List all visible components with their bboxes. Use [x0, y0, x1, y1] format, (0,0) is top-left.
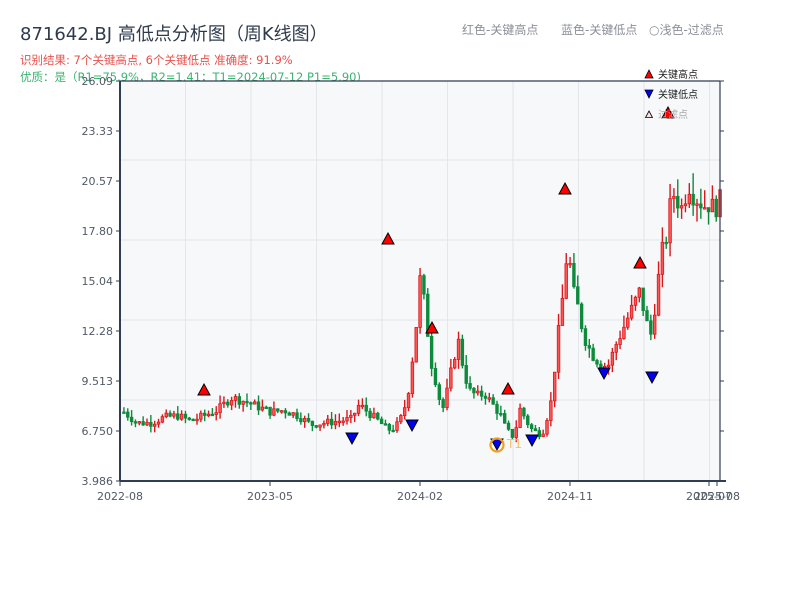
x-tick-label: 2025-08 — [694, 490, 740, 503]
triangle-up-icon — [644, 68, 654, 78]
grid-lines — [120, 81, 720, 481]
key-high-marker — [633, 255, 647, 269]
x-tick-label: 2023-05 — [247, 490, 293, 503]
x-tick-label: 2024-02 — [397, 490, 443, 503]
triangle-outline-icon — [644, 109, 654, 118]
inner-legend-high-label: 关键高点 — [658, 70, 698, 81]
y-tick-label: 26.09 — [82, 75, 114, 88]
x-tick-label: 2022-08 — [97, 490, 143, 503]
key-high-marker — [558, 181, 572, 195]
axes: 3.986 6.750 9.513 12.28 15.04 17.80 20.57 23.33… — [82, 75, 740, 503]
key-low-marker — [597, 367, 611, 381]
key-high-marker — [661, 105, 675, 119]
key-low-marker — [345, 432, 359, 446]
y-tick-label: 20.57 — [82, 175, 114, 188]
legend-faded-filtered: ○浅色-过滤点 — [649, 23, 724, 37]
inner-legend-low-label: 关键低点 — [658, 90, 698, 101]
x-tick-label: 2024-11 — [547, 490, 593, 503]
y-tick-label: 12.28 — [82, 325, 114, 338]
x-tick-label: 2025-07 — [686, 490, 732, 503]
y-tick-label: 9.513 — [82, 375, 114, 388]
chart-title: 871642.BJ 高低点分析图（周K线图） — [20, 24, 328, 45]
key-high-marker — [381, 231, 395, 245]
inner-legend-filtered: 过滤点 — [644, 106, 688, 121]
key-high-marker — [197, 382, 211, 396]
key-low-marker — [645, 371, 659, 385]
candles — [122, 173, 722, 443]
t1-label: T1 — [506, 437, 522, 451]
inner-legend-filtered-label: 过滤点 — [658, 110, 688, 121]
result-summary: 识别结果: 7个关键高点, 6个关键低点 准确度: 91.9% — [20, 53, 293, 67]
key-high-marker — [501, 381, 515, 395]
key-high-marker — [425, 320, 439, 334]
y-tick-label: 17.80 — [82, 225, 114, 238]
key-low-marker — [525, 434, 539, 448]
y-tick-label: 3.986 — [82, 475, 114, 488]
key-low-marker — [405, 419, 419, 433]
inner-legend-high: 关键高点 — [644, 66, 698, 81]
y-tick-label: 23.33 — [82, 125, 114, 138]
key-point-markers: T1 — [197, 105, 675, 453]
y-tick-label: 6.750 — [82, 425, 114, 438]
t1-ring — [489, 437, 505, 453]
inner-legend-low: 关键低点 — [644, 86, 698, 101]
legend-red-high: 红色-关键高点 — [462, 23, 539, 37]
y-tick-label: 15.04 — [82, 275, 114, 288]
triangle-down-icon — [644, 89, 654, 99]
legend-blue-low: 蓝色-关键低点 — [561, 23, 638, 37]
